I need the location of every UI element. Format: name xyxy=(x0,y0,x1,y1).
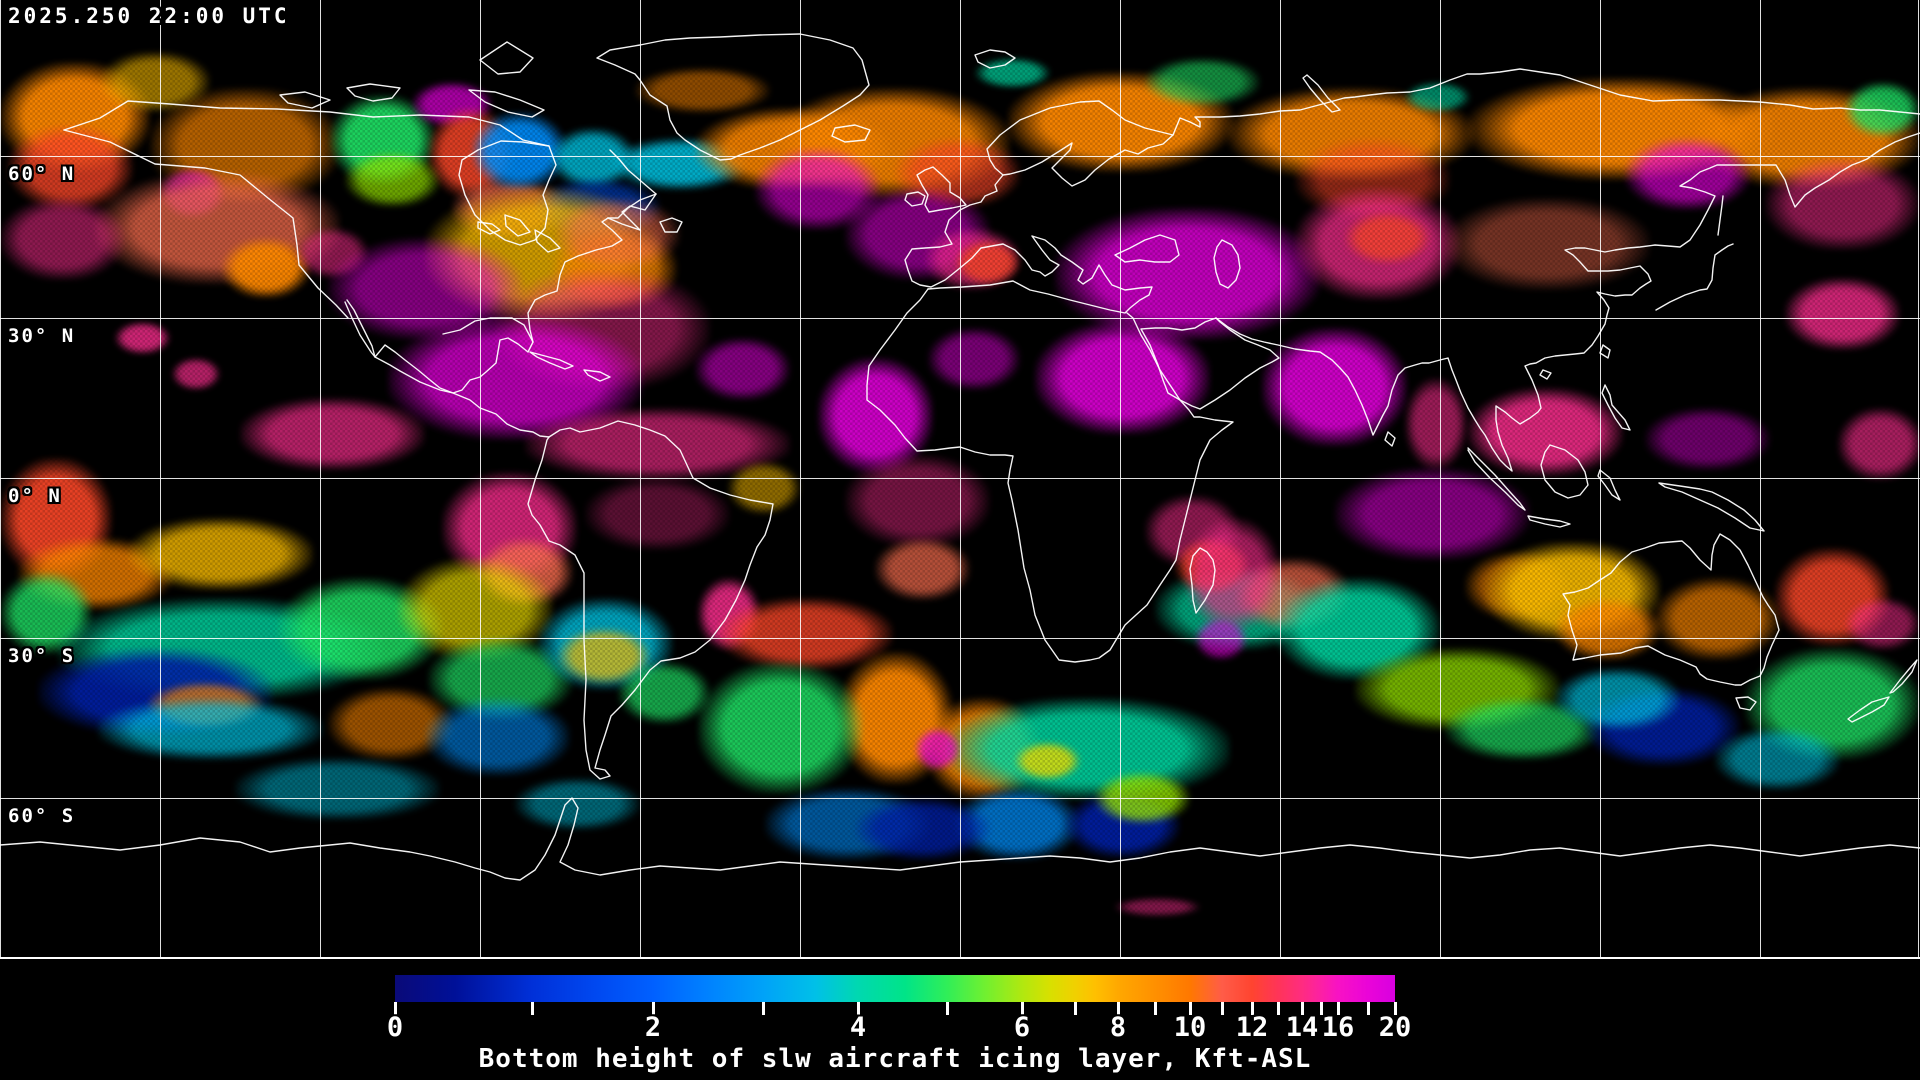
latitude-label: 60° S xyxy=(8,805,76,827)
icing-data-blob xyxy=(1015,742,1080,780)
colorbar-tick-label: 16 xyxy=(1321,1012,1355,1043)
icing-data-blob xyxy=(1555,598,1660,660)
colorbar-caption: Bottom height of slw aircraft icing laye… xyxy=(478,1044,1312,1074)
latitude-gridline xyxy=(0,478,1920,479)
coast-north-america xyxy=(63,129,349,319)
colorbar xyxy=(395,975,1395,1002)
icing-data-blob xyxy=(818,358,933,473)
icing-data-blob xyxy=(555,198,680,270)
icing-data-blob xyxy=(728,462,800,514)
icing-data-blob xyxy=(915,728,960,770)
icing-data-blob xyxy=(1115,898,1200,916)
icing-data-blob xyxy=(1785,278,1900,350)
icing-data-blob xyxy=(855,798,990,860)
icing-data-blob xyxy=(1405,82,1470,112)
colorbar-tick-label: 4 xyxy=(849,1012,867,1043)
colorbar-tick-label: 0 xyxy=(386,1012,404,1043)
icing-data-blob xyxy=(1625,138,1750,210)
latitude-gridline xyxy=(0,638,1920,639)
icing-data-blob xyxy=(1838,408,1920,480)
latitude-label: 60° N xyxy=(8,163,76,185)
latitude-gridline xyxy=(0,798,1920,799)
colorbar-tick xyxy=(1277,1002,1280,1015)
colorbar-tick xyxy=(946,1002,949,1015)
colorbar-tick xyxy=(1074,1002,1077,1015)
icing-data-blob xyxy=(0,198,125,280)
colorbar-tick-label: 2 xyxy=(644,1012,662,1043)
timestamp-label: 2025.250 22:00 UTC xyxy=(8,4,290,28)
icing-data-blob xyxy=(515,778,640,830)
colorbar-tick xyxy=(762,1002,765,1015)
icing-data-blob xyxy=(698,662,863,794)
icing-data-blob xyxy=(1555,668,1680,730)
icing-data-blob xyxy=(1655,578,1780,660)
colorbar-tick xyxy=(1320,1002,1323,1015)
icing-data-blob xyxy=(1715,728,1840,790)
icing-data-blob xyxy=(1185,518,1280,630)
colorbar-tick xyxy=(1154,1002,1157,1015)
icing-data-blob xyxy=(845,455,990,547)
colorbar-tick xyxy=(857,1002,860,1015)
colorbar-tick xyxy=(1117,1002,1120,1015)
colorbar-tick-label: 8 xyxy=(1109,1012,1127,1043)
icing-data-blob xyxy=(1345,212,1430,264)
colorbar-tick xyxy=(1301,1002,1304,1015)
icing-data-blob xyxy=(98,698,323,760)
map-bottom-border xyxy=(0,957,1920,959)
icing-data-blob xyxy=(1445,198,1650,290)
latitude-gridline xyxy=(0,156,1920,157)
icing-data-blob xyxy=(618,662,710,724)
latitude-label: 0° N xyxy=(8,485,62,507)
icing-data-blob xyxy=(695,338,790,400)
icing-data-blob xyxy=(1405,378,1467,470)
colorbar-tick-label: 12 xyxy=(1235,1012,1269,1043)
icing-data-blob xyxy=(635,68,770,113)
icing-data-blob xyxy=(875,538,970,600)
icing-data-blob xyxy=(235,758,440,820)
colorbar-tick xyxy=(1337,1002,1340,1015)
icing-data-blob xyxy=(1845,598,1920,650)
icing-data-blob xyxy=(1262,328,1407,446)
latitude-gridline xyxy=(0,318,1920,319)
icing-data-blob xyxy=(1195,618,1247,660)
colorbar-tick xyxy=(1221,1002,1224,1015)
colorbar-tick xyxy=(394,1002,397,1015)
colorbar-tick xyxy=(1189,1002,1192,1015)
icing-data-blob xyxy=(928,328,1020,390)
icing-data-blob xyxy=(345,152,440,207)
icing-data-blob xyxy=(1765,158,1920,250)
colorbar-tick xyxy=(1251,1002,1254,1015)
icing-data-blob xyxy=(240,398,425,470)
latitude-label: 30° S xyxy=(8,645,76,667)
colorbar-tick xyxy=(1021,1002,1024,1015)
icing-data-blob xyxy=(1468,388,1623,476)
icing-data-blob xyxy=(172,358,220,390)
icing-data-blob xyxy=(222,238,310,298)
colorbar-tick xyxy=(1367,1002,1370,1015)
colorbar-tick-label: 6 xyxy=(1013,1012,1031,1043)
colorbar-tick-label: 20 xyxy=(1378,1012,1412,1043)
icing-data-blob xyxy=(1035,322,1210,434)
colorbar-tick-label: 14 xyxy=(1285,1012,1319,1043)
colorbar-tick-label: 10 xyxy=(1173,1012,1207,1043)
colorbar-tick xyxy=(1394,1002,1397,1015)
icing-data-blob xyxy=(585,478,730,550)
icing-data-blob xyxy=(1645,408,1770,470)
colorbar-tick xyxy=(652,1002,655,1015)
colorbar-tick xyxy=(531,1002,534,1015)
latitude-label: 30° N xyxy=(8,325,76,347)
icing-data-blob xyxy=(425,698,570,776)
world-map: 60° N 30° N 0° N 30° S 60° S 2025.250 22:00 … xyxy=(0,0,1920,957)
